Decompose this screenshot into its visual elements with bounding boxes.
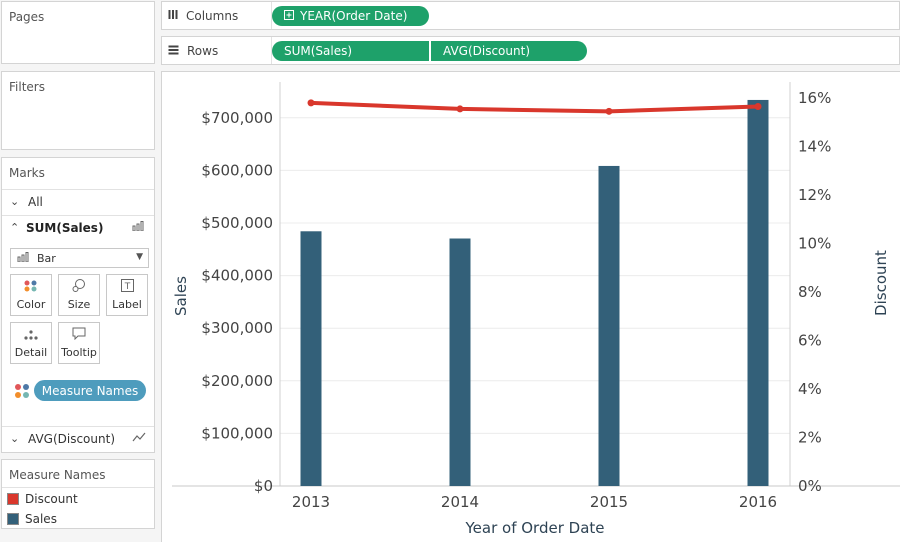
left-tick-label: $600,000 [201, 161, 273, 179]
x-tick-label: 2014 [441, 493, 479, 511]
measure-names-legend[interactable]: Measure Names Discount Sales [1, 459, 155, 529]
view-pane[interactable]: $0 $100,000 $200,000 $300,000 $400,000 $500,0… [161, 71, 900, 542]
right-tick-label: 6% [798, 332, 822, 350]
label-button-label: Label [112, 298, 142, 311]
year-order-date-pill[interactable]: YEAR(Order Date) [272, 6, 429, 26]
legend-swatch-discount [7, 493, 19, 505]
tooltip-icon [72, 327, 86, 343]
legend-label-discount: Discount [25, 492, 78, 506]
right-tick-label: 8% [798, 283, 822, 301]
left-axis-title: Sales [172, 276, 190, 316]
right-tick-label: 16% [798, 89, 831, 107]
tooltip-button-label: Tooltip [61, 346, 97, 359]
marks-sum-sales-label: SUM(Sales) [26, 220, 104, 235]
discount-point-2016 [754, 102, 762, 110]
chevron-down-icon: ⌄ [10, 195, 20, 208]
marks-sum-sales-row[interactable]: ⌃ SUM(Sales) [2, 215, 154, 239]
bar-2013 [300, 231, 322, 486]
discount-point-2013 [307, 99, 315, 107]
right-tick-label: 0% [798, 477, 822, 495]
columns-shelf[interactable]: Columns YEAR(Order Date) [161, 1, 900, 30]
size-icon [72, 279, 86, 295]
left-tick-label: $300,000 [201, 319, 273, 337]
label-button[interactable]: T Label [106, 274, 148, 316]
text-label-icon: T [120, 279, 134, 295]
detail-dots-icon [24, 330, 38, 343]
tooltip-button[interactable]: Tooltip [58, 322, 100, 364]
legend-title: Measure Names [9, 468, 106, 482]
right-tick-label: 14% [798, 138, 831, 156]
columns-label-text: Columns [186, 9, 239, 23]
columns-shelf-label: Columns [168, 9, 238, 23]
color-dots-icon [24, 280, 38, 295]
left-tick-label: $400,000 [201, 267, 273, 285]
mark-type-select[interactable]: Bar ▼ [10, 248, 149, 268]
color-button-label: Color [16, 298, 46, 311]
measure-names-pill[interactable]: Measure Names [34, 380, 146, 401]
color-button[interactable]: Color [10, 274, 52, 316]
detail-button[interactable]: Detail [10, 322, 52, 364]
right-tick-label: 4% [798, 380, 822, 398]
size-button[interactable]: Size [58, 274, 100, 316]
line-chart-icon [132, 432, 146, 445]
avg-discount-pill[interactable]: AVG(Discount) [431, 41, 587, 61]
discount-point-2015 [605, 107, 613, 115]
discount-line [310, 100, 759, 114]
dropdown-arrow-icon: ▼ [136, 252, 143, 262]
discount-point-2014 [456, 105, 464, 113]
marks-avg-discount-label: AVG(Discount) [28, 431, 115, 446]
x-axis-title: Year of Order Date [465, 519, 605, 537]
detail-button-label: Detail [14, 346, 48, 359]
chevron-down-icon: ⌄ [10, 432, 20, 445]
color-dots-icon [14, 383, 30, 399]
marks-title: Marks [9, 166, 45, 180]
rows-icon [168, 45, 179, 58]
pages-card[interactable]: Pages [1, 1, 155, 64]
bar-chart-icon [132, 221, 146, 234]
bar-2016 [747, 99, 769, 486]
expand-plus-icon [284, 9, 294, 23]
columns-icon [168, 9, 178, 23]
legend-swatch-sales [7, 513, 19, 525]
chevron-up-icon: ⌃ [10, 221, 20, 234]
sum-sales-pill[interactable]: SUM(Sales) [272, 41, 429, 61]
mark-type-value: Bar [37, 251, 56, 265]
dual-axis-chart: $0 $100,000 $200,000 $300,000 $400,000 $500,0… [172, 82, 900, 537]
filters-title: Filters [9, 80, 45, 94]
filters-card[interactable]: Filters [1, 71, 155, 150]
left-tick-label: $0 [254, 477, 273, 495]
rows-shelf-label: Rows [168, 44, 218, 58]
marks-all-row[interactable]: ⌄ All [2, 189, 154, 213]
right-tick-label: 2% [798, 429, 822, 447]
marks-card: Marks ⌄ All ⌃ SUM(Sales) Bar ▼ Color Siz… [1, 157, 155, 453]
legend-item-discount[interactable]: Discount [7, 492, 78, 506]
right-tick-label: 12% [798, 186, 831, 204]
pages-title: Pages [9, 10, 45, 24]
rows-shelf[interactable]: Rows SUM(Sales) AVG(Discount) [161, 36, 900, 65]
x-tick-label: 2015 [590, 493, 628, 511]
marks-avg-discount-row[interactable]: ⌄ AVG(Discount) [2, 426, 154, 450]
bar-2014 [449, 238, 471, 486]
left-tick-label: $100,000 [201, 424, 273, 442]
bar-chart-icon [17, 251, 31, 265]
legend-label-sales: Sales [25, 512, 57, 526]
legend-item-sales[interactable]: Sales [7, 512, 57, 526]
svg-text:T: T [123, 282, 130, 292]
bar-2015 [598, 165, 620, 486]
marks-all-label: All [28, 194, 43, 209]
x-tick-label: 2013 [292, 493, 330, 511]
left-tick-label: $500,000 [201, 214, 273, 232]
rows-label-text: Rows [187, 44, 219, 58]
size-button-label: Size [67, 298, 91, 311]
year-order-date-pill-label: YEAR(Order Date) [300, 9, 408, 23]
right-axis-title: Discount [872, 250, 890, 316]
left-tick-label: $200,000 [201, 372, 273, 390]
left-tick-label: $700,000 [201, 109, 273, 127]
x-tick-label: 2016 [739, 493, 777, 511]
right-tick-label: 10% [798, 235, 831, 253]
